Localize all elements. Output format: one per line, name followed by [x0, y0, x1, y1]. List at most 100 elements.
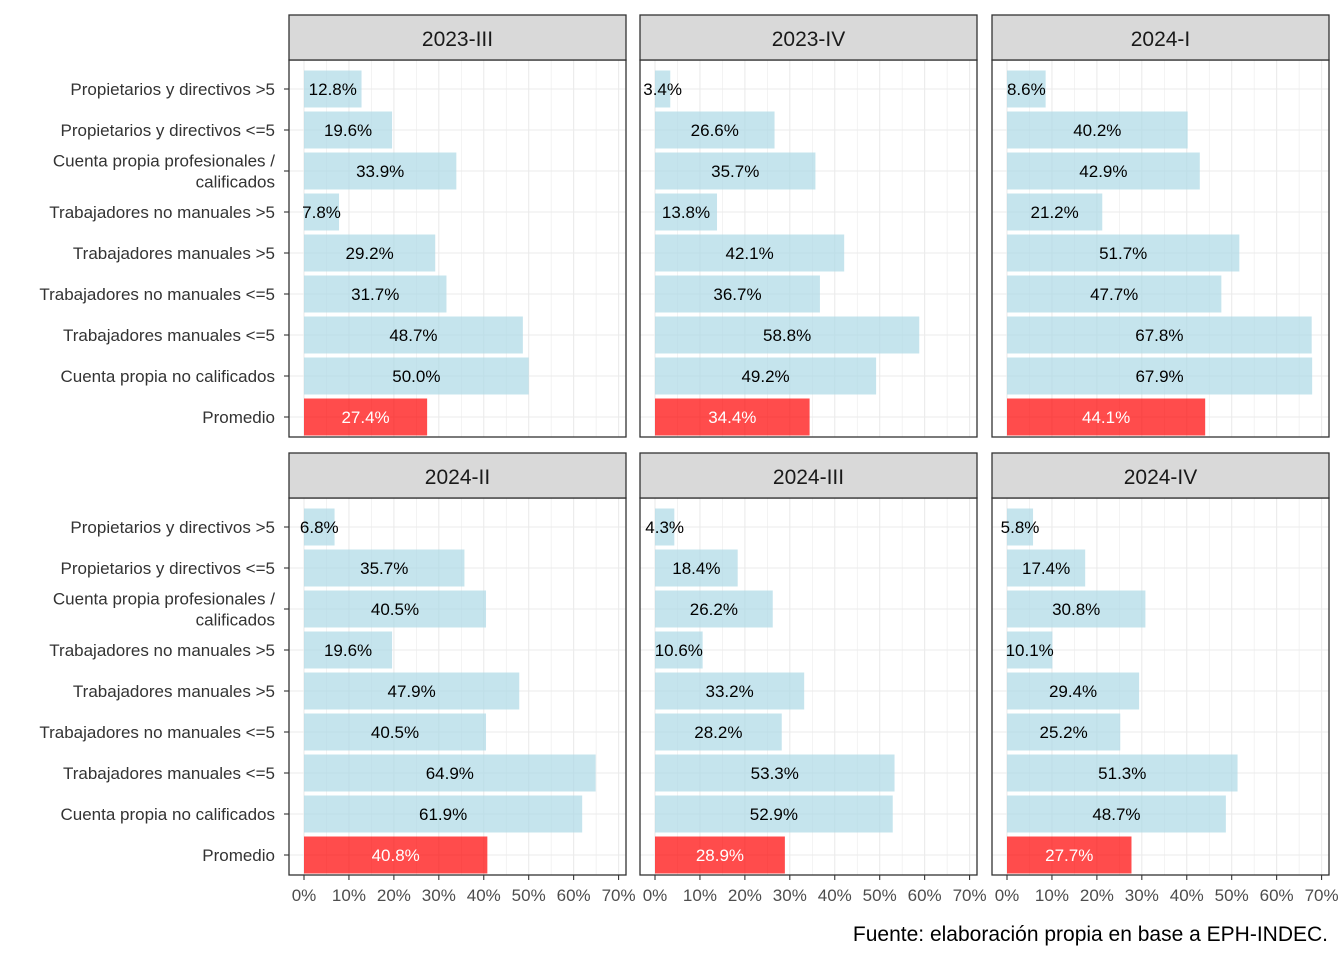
y-tick-label: Cuenta propia no calificados [60, 805, 275, 824]
y-tick-label-line: Cuenta propia profesionales / [53, 590, 275, 609]
data-label: 3.4% [643, 80, 682, 99]
data-label: 48.7% [389, 326, 437, 345]
y-tick-label: Cuenta propia profesionales / calificados [53, 590, 275, 630]
x-tick-label: 60% [908, 886, 942, 905]
bar-category-3 [655, 193, 718, 231]
bar-category-1 [655, 111, 775, 149]
data-label: 26.2% [690, 600, 738, 619]
data-label: 17.4% [1022, 559, 1070, 578]
data-label: 27.7% [1045, 846, 1093, 865]
data-label: 28.9% [696, 846, 744, 865]
data-label: 48.7% [1092, 805, 1140, 824]
bar-category-3 [1007, 193, 1103, 231]
bar-category-5 [304, 713, 487, 751]
bar-category-6 [655, 754, 895, 792]
data-label: 7.8% [302, 203, 341, 222]
bar-category-3 [304, 631, 393, 669]
data-label: 10.6% [655, 641, 703, 660]
bar-category-5 [655, 713, 782, 751]
x-tick-label: 60% [1260, 886, 1294, 905]
x-tick-label: 0% [643, 886, 668, 905]
x-tick-label: 40% [818, 886, 852, 905]
facet-strip-title: 2024-I [1131, 28, 1191, 51]
x-tick-label: 0% [995, 886, 1020, 905]
bar-promedio [1007, 836, 1132, 874]
bar-category-3 [304, 193, 340, 231]
data-label: 58.8% [763, 326, 811, 345]
bar-category-7 [655, 357, 877, 395]
facet-strip-title: 2024-IV [1124, 466, 1198, 489]
bar-category-1 [304, 549, 465, 587]
data-label: 29.4% [1049, 682, 1097, 701]
data-label: 51.7% [1099, 244, 1147, 263]
bar-category-4 [304, 234, 436, 272]
facet-strip-title: 2024-II [425, 466, 490, 489]
bar-category-7 [1007, 357, 1313, 395]
x-tick-label: 40% [1170, 886, 1204, 905]
data-label: 31.7% [351, 285, 399, 304]
bar-category-0 [655, 70, 671, 108]
facet-strip [991, 452, 1330, 499]
y-tick-label: Trabajadores no manuales <=5 [39, 285, 275, 304]
y-tick-label: Propietarios y directivos <=5 [61, 559, 276, 578]
data-label: 19.6% [324, 641, 372, 660]
panel-2023-IV: 3.4% 26.6% 35.7% 13.8% 42.1% 36.7% 58.8% 49.2% 3… [639, 14, 978, 438]
data-label: 40.2% [1073, 121, 1121, 140]
bar-category-5 [655, 275, 820, 313]
y-tick-label-line: Cuenta propia profesionales / [53, 152, 275, 171]
data-label: 44.1% [1082, 408, 1130, 427]
bar-category-6 [304, 754, 596, 792]
y-tick-label: Trabajadores manuales <=5 [63, 764, 275, 783]
data-label: 12.8% [309, 80, 357, 99]
facet-strip-title: 2023-III [422, 28, 493, 51]
x-tick-label: 30% [1125, 886, 1159, 905]
data-label: 6.8% [300, 518, 339, 537]
data-label: 26.6% [691, 121, 739, 140]
x-tick-label: 40% [467, 886, 501, 905]
panel-2024-II: 6.8% 35.7% 40.5% 19.6% 47.9% 40.5% 64.9% 61.9% 4… [39, 452, 636, 905]
bar-category-2 [655, 590, 773, 628]
data-label: 49.2% [741, 367, 789, 386]
data-label: 35.7% [711, 162, 759, 181]
facet-strip [288, 14, 627, 61]
y-tick-label-line: calificados [196, 173, 275, 192]
bar-category-4 [1007, 672, 1140, 710]
data-label: 28.2% [694, 723, 742, 742]
facet-strip-title: 2023-IV [772, 28, 846, 51]
bar-promedio [1007, 398, 1206, 436]
bar-category-4 [655, 672, 805, 710]
bar-category-2 [655, 152, 816, 190]
facet-strip [288, 452, 627, 499]
data-label: 35.7% [360, 559, 408, 578]
x-tick-label: 70% [602, 886, 636, 905]
y-tick-label: Trabajadores no manuales <=5 [39, 723, 275, 742]
y-tick-label: Cuenta propia no calificados [60, 367, 275, 386]
bar-category-1 [1007, 111, 1188, 149]
data-label: 47.7% [1090, 285, 1138, 304]
y-tick-label: Promedio [202, 846, 275, 865]
data-label: 61.9% [419, 805, 467, 824]
data-label: 27.4% [341, 408, 389, 427]
panel-2024-IV: 5.8% 17.4% 30.8% 10.1% 29.4% 25.2% 51.3% 48.7% 2… [991, 452, 1339, 905]
x-tick-label: 50% [512, 886, 546, 905]
bar-category-0 [1007, 508, 1034, 546]
bar-category-6 [655, 316, 920, 354]
y-tick-label: Trabajadores manuales >5 [73, 244, 275, 263]
data-label: 29.2% [346, 244, 394, 263]
data-label: 5.8% [1001, 518, 1040, 537]
bar-category-4 [1007, 234, 1240, 272]
bar-category-5 [1007, 275, 1222, 313]
panel-2024-III: 4.3% 18.4% 26.2% 10.6% 33.2% 28.2% 53.3% 52.9% 2… [639, 452, 987, 905]
y-tick-label-line: calificados [196, 611, 275, 630]
data-label: 33.2% [705, 682, 753, 701]
bar-category-3 [655, 631, 703, 669]
x-tick-label: 30% [773, 886, 807, 905]
data-label: 51.3% [1098, 764, 1146, 783]
facet-strip [639, 14, 978, 61]
data-label: 13.8% [662, 203, 710, 222]
bar-category-0 [655, 508, 675, 546]
bar-category-2 [304, 590, 487, 628]
bar-category-6 [304, 316, 523, 354]
x-tick-label: 60% [557, 886, 591, 905]
